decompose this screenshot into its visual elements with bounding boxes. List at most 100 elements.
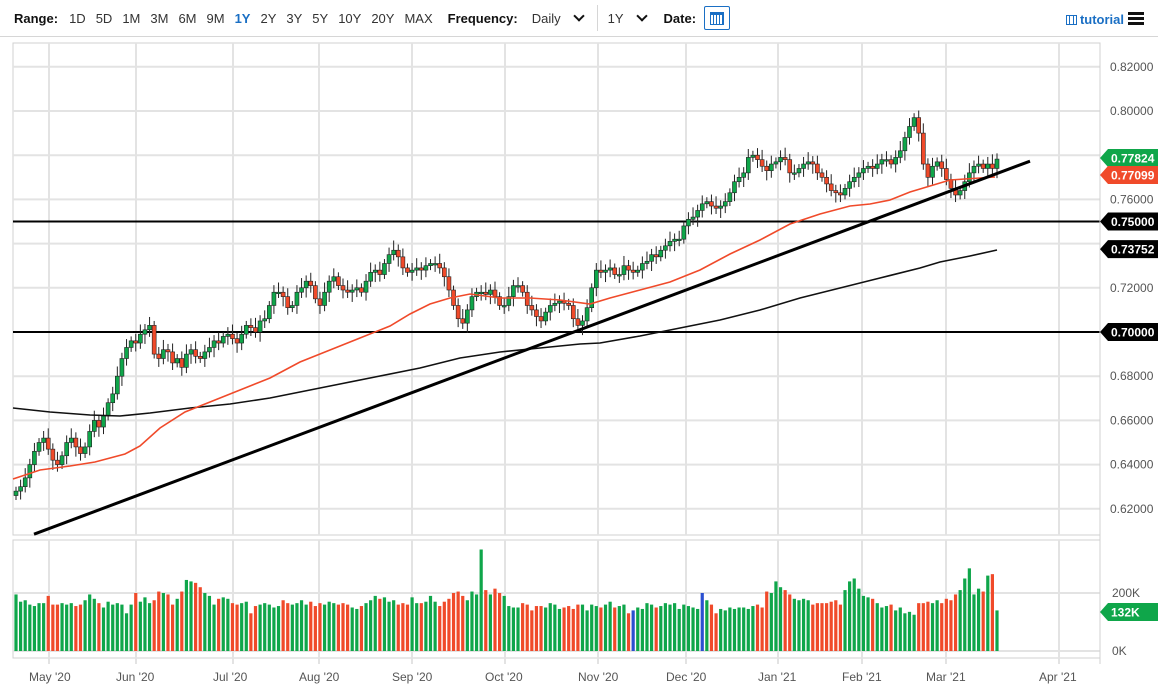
candle xyxy=(649,254,654,262)
candle xyxy=(893,157,898,165)
candle xyxy=(386,254,392,264)
candle xyxy=(225,333,231,337)
candle xyxy=(469,296,475,311)
volume-bar xyxy=(898,607,902,651)
period-select[interactable]: 1Y xyxy=(607,10,654,26)
volume-bar xyxy=(484,590,488,651)
candle xyxy=(290,305,295,308)
moving-average-black[interactable] xyxy=(12,249,998,417)
period-value: 1Y xyxy=(607,10,624,26)
volume-bar xyxy=(184,579,189,651)
candle xyxy=(856,172,862,178)
moving-average-red[interactable] xyxy=(12,176,996,480)
volume-bar xyxy=(788,594,792,651)
price-tag: 0.75000 xyxy=(1100,212,1158,231)
x-axis-label: Mar '21 xyxy=(926,670,966,684)
candle xyxy=(764,165,770,171)
price-pane xyxy=(12,42,1101,536)
volume-bar xyxy=(189,581,193,651)
range-max[interactable]: MAX xyxy=(404,10,433,26)
candle xyxy=(27,464,33,479)
volume-bar xyxy=(829,601,833,651)
candle xyxy=(778,157,783,163)
range-6m[interactable]: 6M xyxy=(178,10,197,26)
volume-bar xyxy=(442,601,446,651)
candle xyxy=(704,201,710,205)
volume-bar xyxy=(659,606,663,651)
candle xyxy=(253,327,258,333)
volume-bar xyxy=(267,604,271,651)
volume-bar xyxy=(521,603,525,651)
candle xyxy=(165,349,171,353)
candle xyxy=(216,340,221,344)
volume-bar xyxy=(636,607,640,651)
candle xyxy=(349,289,355,293)
candle xyxy=(55,459,60,465)
volume-bar xyxy=(69,603,73,651)
frequency-select[interactable]: Daily xyxy=(532,10,591,26)
volume-bar xyxy=(106,601,110,651)
volume-bar xyxy=(212,604,216,651)
volume-bar xyxy=(801,598,806,651)
range-1m[interactable]: 1M xyxy=(122,10,141,26)
candle xyxy=(354,287,360,291)
x-axis-label: Feb '21 xyxy=(842,670,882,684)
y-axis-label: 0.80000 xyxy=(1110,104,1154,118)
candle xyxy=(151,325,157,355)
range-10y[interactable]: 10Y xyxy=(338,10,362,26)
volume-bar xyxy=(295,603,299,651)
range-20y[interactable]: 20Y xyxy=(371,10,395,26)
volume-bar xyxy=(217,598,221,651)
candle xyxy=(280,291,286,297)
range-5y[interactable]: 5Y xyxy=(312,10,329,26)
range-1y[interactable]: 1Y xyxy=(234,10,251,26)
volume-bar xyxy=(157,591,161,651)
range-9m[interactable]: 9M xyxy=(206,10,225,26)
volume-bar xyxy=(497,593,502,651)
volume-bar xyxy=(654,607,658,651)
trendline[interactable] xyxy=(33,159,1031,536)
volume-bar xyxy=(507,606,511,651)
hamburger-menu-icon[interactable] xyxy=(1128,12,1144,25)
range-1d[interactable]: 1D xyxy=(69,10,86,26)
volume-bar xyxy=(580,604,585,651)
volume-bar xyxy=(428,595,433,651)
candle xyxy=(681,225,687,240)
candle xyxy=(838,192,843,196)
tutorial-link[interactable]: tutorial xyxy=(1065,12,1124,27)
range-5d[interactable]: 5D xyxy=(95,10,113,26)
volume-bar xyxy=(705,600,709,651)
candle xyxy=(59,455,65,465)
volume-bar xyxy=(493,588,497,651)
candle xyxy=(985,163,991,169)
volume-bar xyxy=(866,597,870,651)
candle xyxy=(759,159,765,167)
date-picker-button[interactable] xyxy=(704,6,731,30)
candle xyxy=(736,177,742,183)
volume-bar xyxy=(401,603,405,651)
range-3m[interactable]: 3M xyxy=(150,10,169,26)
volume-bar xyxy=(811,604,815,651)
volume-bar xyxy=(530,610,534,651)
volume-bar xyxy=(355,608,359,651)
candle xyxy=(699,203,705,211)
candle xyxy=(234,338,240,344)
range-3y[interactable]: 3Y xyxy=(286,10,303,26)
candle xyxy=(285,296,291,308)
volume-bar xyxy=(889,604,893,651)
volume-bar xyxy=(309,601,313,651)
candle xyxy=(939,161,945,169)
volume-bar xyxy=(755,604,760,651)
candle xyxy=(663,245,668,251)
candle xyxy=(188,349,194,355)
volume-bar xyxy=(539,606,543,651)
range-2y[interactable]: 2Y xyxy=(260,10,277,26)
candle xyxy=(713,205,719,209)
volume-bar xyxy=(65,604,69,651)
candle xyxy=(897,150,903,158)
volume-bar xyxy=(806,600,810,651)
volume-bar xyxy=(953,594,958,651)
divider xyxy=(596,5,598,31)
volume-bar xyxy=(244,601,248,651)
